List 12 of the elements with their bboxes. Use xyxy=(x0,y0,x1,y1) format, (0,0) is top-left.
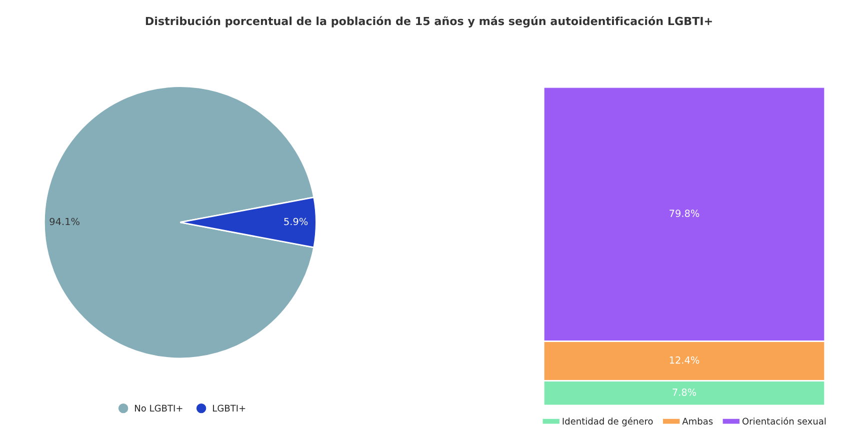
data-label: 7.8% xyxy=(672,388,696,396)
data-label: 79.8% xyxy=(670,210,700,218)
pie-slice xyxy=(43,86,315,360)
legend-label: Identidad de género xyxy=(562,417,653,426)
legend-label: Orientación sexual xyxy=(742,417,826,425)
legend-label: No LGBTI+ xyxy=(135,404,182,412)
text: Distribución porcentual de la población de 15 años y más según autoidentificación LGBTI+ xyxy=(146,16,712,28)
data-label: 94.1% xyxy=(50,218,80,226)
legend-label: Ambas xyxy=(682,418,713,425)
legend-label: LGBTI+ xyxy=(213,404,246,412)
data-label: 12.4% xyxy=(670,356,700,364)
data-label: 5.9% xyxy=(284,218,308,226)
